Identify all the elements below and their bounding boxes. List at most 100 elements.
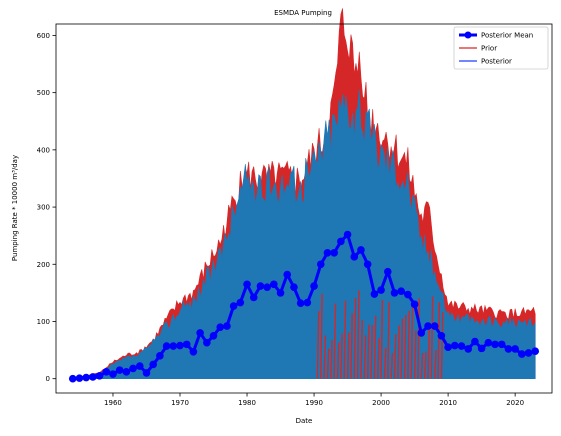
posterior-mean-point xyxy=(249,293,258,302)
prior-spike xyxy=(393,334,397,379)
plot-frame xyxy=(55,23,553,394)
posterior-mean-point xyxy=(437,331,446,340)
x-axis-label: Date xyxy=(296,417,313,425)
prior-spike xyxy=(440,312,444,379)
prior-spike xyxy=(397,325,400,379)
prior-spike xyxy=(373,315,377,379)
posterior-mean-point xyxy=(357,246,365,254)
posterior-mean-point xyxy=(370,290,379,298)
posterior-mean-point xyxy=(471,337,479,346)
posterior-mean-point xyxy=(410,300,419,309)
posterior-mean-point xyxy=(142,369,151,377)
posterior-mean-point xyxy=(270,280,278,289)
posterior-mean-point xyxy=(303,298,312,307)
posterior-mean-point xyxy=(149,360,157,369)
legend-label-prior: Prior xyxy=(481,45,497,53)
posterior-mean-point xyxy=(196,329,204,337)
prior-spike xyxy=(360,320,364,379)
prior-spike xyxy=(330,340,333,379)
prior-spike xyxy=(336,342,340,379)
x-tick-label: 1990 xyxy=(305,399,323,407)
prior-spike xyxy=(340,333,343,379)
y-axis: 0 100 200 300 400 500 600 xyxy=(37,32,56,383)
prior-spike xyxy=(410,305,414,379)
posterior-mean-point xyxy=(451,341,459,350)
x-tick-label: 1960 xyxy=(104,399,122,407)
posterior-mean-point xyxy=(95,372,104,380)
x-tick-label: 1980 xyxy=(238,399,256,407)
posterior-mean-point xyxy=(263,283,271,291)
y-tick-label: 0 xyxy=(46,375,50,383)
legend: Posterior Mean Prior Posterior xyxy=(453,26,549,70)
prior-spike xyxy=(363,335,367,379)
prior-spike xyxy=(400,318,404,379)
posterior-mean-group xyxy=(68,230,540,383)
posterior-mean-point xyxy=(290,283,298,291)
posterior-mean-point xyxy=(310,282,318,290)
prior-spike xyxy=(387,302,390,379)
prior-spike xyxy=(403,314,407,379)
posterior-mean-point xyxy=(531,347,540,356)
prior-spike xyxy=(407,310,410,379)
posterior-mean-point xyxy=(350,253,359,261)
posterior-mean-point xyxy=(430,322,439,330)
posterior-mean-point xyxy=(417,329,426,337)
posterior-mean-point xyxy=(383,267,392,276)
prior-spike xyxy=(356,290,360,379)
posterior-mean-point xyxy=(156,352,164,360)
prior-spike xyxy=(417,298,420,379)
posterior-mean-point xyxy=(491,340,499,349)
prior-spike xyxy=(343,300,347,379)
prior-spike xyxy=(423,351,427,379)
prior-spike xyxy=(350,313,353,379)
x-axis: 1960 1970 1980 1990 2000 2010 2020 xyxy=(104,393,524,407)
posterior-mean-point xyxy=(316,260,325,269)
y-tick-label: 100 xyxy=(37,318,50,326)
prior-spike xyxy=(434,349,437,379)
posterior-mean-point xyxy=(223,322,231,330)
posterior-mean-point xyxy=(444,343,452,352)
prior-spike xyxy=(320,293,323,379)
prior-spike xyxy=(383,347,387,379)
posterior-mean-point xyxy=(243,280,251,289)
posterior-mean-point xyxy=(330,249,338,257)
posterior-mean-point xyxy=(497,340,506,349)
posterior-mean-point xyxy=(135,362,144,370)
prior-spike xyxy=(427,327,431,379)
posterior-mean-point xyxy=(176,341,184,350)
prior-spike xyxy=(370,325,374,379)
posterior-mean-point xyxy=(209,331,218,340)
posterior-mean-point xyxy=(276,289,285,297)
y-axis-label: Pumping Rate * 10000 m³/day xyxy=(11,155,19,261)
posterior-mean-point xyxy=(504,345,513,353)
posterior-mean-point xyxy=(229,302,238,310)
posterior-mean-point xyxy=(484,338,493,347)
posterior-mean-point xyxy=(82,373,90,382)
posterior-mean-point xyxy=(457,342,466,350)
y-tick-label: 600 xyxy=(37,32,50,40)
posterior-mean-point xyxy=(397,287,405,295)
x-tick-label: 1970 xyxy=(171,399,189,407)
posterior-mean-point xyxy=(189,348,198,356)
posterior-mean-point xyxy=(115,366,124,374)
prior-spike xyxy=(377,338,380,379)
x-tick-label: 2000 xyxy=(372,399,390,407)
posterior-mean-point xyxy=(424,322,432,330)
posterior-mean-point xyxy=(122,368,131,376)
prior-spike xyxy=(346,332,350,379)
legend-box xyxy=(453,26,549,70)
posterior-mean-point xyxy=(323,249,332,257)
posterior-mean-point xyxy=(102,368,111,376)
posterior-mean-point xyxy=(404,290,412,299)
posterior-mean-point xyxy=(377,286,385,294)
chart-title: ESMDA Pumping xyxy=(274,9,332,17)
posterior-mean-point xyxy=(511,345,519,353)
prior-spike xyxy=(316,311,320,379)
posterior-mean-point xyxy=(89,373,97,381)
prior-spike xyxy=(390,353,394,379)
prior-spike xyxy=(333,303,337,379)
prior-spike xyxy=(353,297,357,379)
x-tick-label: 2020 xyxy=(506,399,524,407)
posterior-mean-point xyxy=(296,299,305,307)
